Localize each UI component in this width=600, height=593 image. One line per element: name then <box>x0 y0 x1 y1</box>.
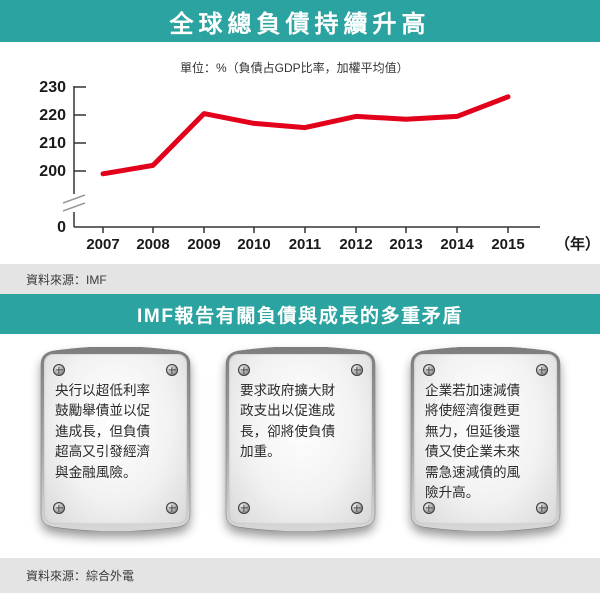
svg-text:230: 230 <box>39 79 66 96</box>
svg-text:2015: 2015 <box>491 236 524 253</box>
svg-text:2008: 2008 <box>136 236 169 253</box>
svg-text:2013: 2013 <box>389 236 422 253</box>
svg-text:0: 0 <box>57 219 66 236</box>
svg-text:2009: 2009 <box>187 236 220 253</box>
svg-text:2014: 2014 <box>440 236 474 253</box>
svg-text:2011: 2011 <box>289 236 322 253</box>
svg-text:2012: 2012 <box>339 236 372 253</box>
svg-text:2007: 2007 <box>86 236 119 253</box>
svg-text:（年）: （年） <box>555 235 600 253</box>
svg-text:200: 200 <box>39 163 66 180</box>
svg-text:210: 210 <box>39 135 66 152</box>
svg-text:2010: 2010 <box>237 236 270 253</box>
svg-text:220: 220 <box>39 107 66 124</box>
